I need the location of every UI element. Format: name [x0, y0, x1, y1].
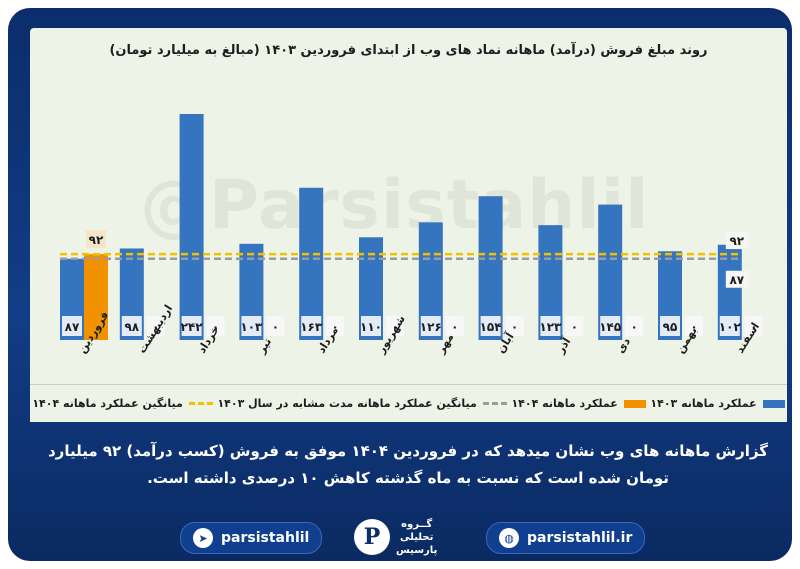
- telegram-link[interactable]: ➤ parsistahlil: [180, 522, 323, 554]
- bar-label-bg-1403-2: [181, 316, 202, 336]
- bar-label-bg-1403-5: [361, 316, 381, 336]
- logo-text: گــروه تحلیلی پارسیس: [396, 518, 437, 557]
- reference-label-1: ۸۷: [729, 273, 744, 287]
- data-label-1403-9: ۱۴۵: [599, 320, 621, 334]
- summary-caption: گزارش ماهانه های وب نشان میدهد که در فرو…: [47, 442, 768, 487]
- telegram-handle: parsistahlil: [221, 530, 310, 546]
- telegram-icon: ➤: [193, 528, 213, 548]
- card-frame: @Parsistahlil روند مبلغ فروش (درآمد) ماه…: [8, 8, 792, 561]
- legend-label-avg-1404: میانگین عملکرد ماهانه ۱۴۰۴: [32, 397, 183, 410]
- bar-label-bg-1404-10: [685, 316, 703, 336]
- data-label-1404-2: ۰: [212, 320, 219, 334]
- bar-1403-4: [299, 187, 324, 340]
- bar-label-bg-1404-2: [206, 316, 225, 336]
- data-label-1404-10: ۰: [690, 320, 697, 334]
- bar-label-bg-1403-11: [719, 316, 740, 336]
- data-label-1404-3: ۰: [272, 320, 279, 334]
- reference-label-bg-0: [725, 232, 748, 250]
- data-label-1403-7: ۱۵۴: [480, 320, 502, 334]
- data-label-1404-5: ۰: [391, 320, 398, 334]
- data-label-1404-9: ۰: [631, 320, 638, 334]
- bar-label-bg-1404-3: [266, 316, 285, 336]
- bar-top-label-bg-1404-0: [86, 230, 106, 249]
- data-label-1404-1: ۰: [152, 320, 159, 334]
- data-label-1403-0: ۸۷: [65, 320, 80, 334]
- bar-label-bg-1403-7: [480, 316, 501, 336]
- footer-bar: ➤ parsistahlil P گــروه تحلیلی پارسیس ◍ …: [8, 514, 792, 562]
- data-label-1404-8: ۰: [571, 320, 578, 334]
- legend-dash-avg-1404: [188, 402, 213, 405]
- bar-label-bg-1403-4: [301, 316, 322, 336]
- bar-label-bg-1404-5: [386, 316, 404, 336]
- bar-1404-0: [84, 254, 108, 340]
- website-url: parsistahlil.ir: [527, 530, 633, 546]
- reference-label-bg-1: [725, 270, 748, 288]
- legend-label-1403: عملکرد ماهانه ۱۴۰۳: [650, 397, 757, 410]
- bar-label-bg-1404-7: [505, 316, 524, 336]
- legend-item-avg-1404: میانگین عملکرد ماهانه ۱۴۰۴: [32, 397, 213, 410]
- data-label-1404-7: ۰: [511, 320, 518, 334]
- bar-label-bg-1403-6: [420, 316, 441, 336]
- legend-label-avg-1403: میانگین عملکرد ماهانه مدت مشابه در سال ۱…: [217, 397, 477, 410]
- data-label-1404-4: ۰: [332, 320, 339, 334]
- data-label-1403-5: ۱۱۰: [360, 320, 382, 334]
- reference-label-0: ۹۲: [729, 234, 744, 248]
- bar-label-bg-1404-11: [744, 316, 763, 336]
- chart-title: روند مبلغ فروش (درآمد) ماهانه نماد های و…: [109, 43, 708, 58]
- brand-logo: P گــروه تحلیلی پارسیس: [354, 514, 466, 560]
- data-label-1403-11: ۱۰۲: [719, 320, 742, 334]
- data-label-1404-11: ۰: [750, 320, 757, 334]
- website-link[interactable]: ◍ parsistahlil.ir: [486, 522, 646, 554]
- bar-label-bg-1404-4: [326, 316, 345, 336]
- chart-panel: @Parsistahlil روند مبلغ فروش (درآمد) ماه…: [30, 28, 787, 421]
- data-label-1403-1: ۹۸: [124, 320, 139, 334]
- data-label-1403-3: ۱۰۳: [240, 320, 263, 334]
- legend-label-1404: عملکرد ماهانه ۱۴۰۴: [511, 397, 618, 410]
- legend-swatch-1403: [762, 399, 785, 408]
- logo-line-1: گــروه: [401, 518, 433, 530]
- bar-label-bg-1404-9: [625, 316, 644, 336]
- bar-label-bg-1403-3: [241, 316, 262, 336]
- legend-item-1403: عملکرد ماهانه ۱۴۰۳: [650, 397, 785, 410]
- bar-label-bg-1403-8: [540, 316, 561, 336]
- bar-label-bg-1403-1: [121, 316, 142, 336]
- bar-1403-2: [179, 114, 204, 340]
- bar-label-bg-1403-0: [62, 316, 82, 336]
- chart-legend: عملکرد ماهانه ۱۴۰۳ عملکرد ماهانه ۱۴۰۴ می…: [30, 384, 787, 422]
- globe-icon: ◍: [499, 528, 519, 548]
- logo-line-3: پارسیس: [396, 544, 438, 556]
- bar-label-bg-1404-1: [146, 316, 165, 336]
- legend-item-1404: عملکرد ماهانه ۱۴۰۴: [511, 397, 646, 410]
- legend-dash-avg-1403: [482, 402, 507, 405]
- logo-line-2: تحلیلی: [400, 531, 434, 543]
- data-label-1403-10: ۹۵: [663, 320, 678, 334]
- data-label-1403-8: ۱۲۳: [539, 320, 562, 334]
- watermark-text: @Parsistahlil: [140, 166, 650, 245]
- legend-item-avg-1403: میانگین عملکرد ماهانه مدت مشابه در سال ۱…: [217, 397, 507, 410]
- data-label-1404-6: ۰: [451, 320, 458, 334]
- logo-mark-icon: P: [354, 519, 390, 555]
- bar-label-bg-1404-6: [445, 316, 464, 336]
- bar-label-bg-1404-8: [565, 316, 584, 336]
- data-label-1403-2: ۲۴۲: [181, 320, 204, 334]
- data-label-1403-4: ۱۶۳: [300, 320, 323, 334]
- bar-label-bg-1403-10: [660, 316, 680, 336]
- data-label-1403-6: ۱۲۶: [420, 320, 442, 334]
- data-label-1404-0: ۹۲: [89, 233, 104, 247]
- legend-swatch-1404: [623, 399, 646, 408]
- bar-label-bg-1403-9: [600, 316, 621, 336]
